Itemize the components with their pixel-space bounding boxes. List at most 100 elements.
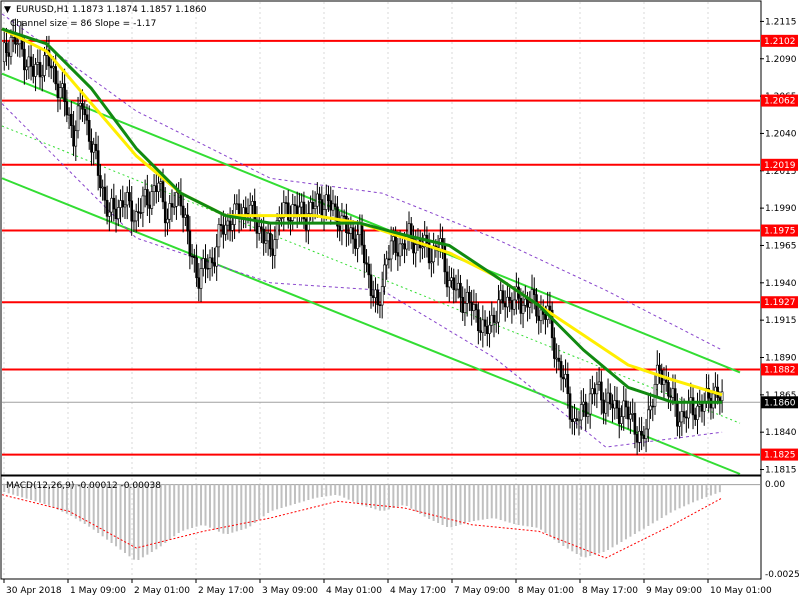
level-label-bg bbox=[761, 94, 798, 107]
macd-bar bbox=[423, 484, 426, 517]
candle-body bbox=[450, 277, 453, 281]
level-label-bg bbox=[761, 448, 798, 461]
price-tick-label: 1.2040 bbox=[765, 129, 797, 139]
candle-body bbox=[595, 383, 599, 395]
candle-body bbox=[193, 255, 196, 259]
candle-body bbox=[365, 262, 368, 265]
candle-body bbox=[150, 191, 154, 209]
candle-body bbox=[101, 186, 104, 189]
level-label-bg bbox=[761, 296, 798, 309]
price-tick-label: 1.1865 bbox=[765, 391, 797, 401]
candle-body bbox=[570, 418, 574, 422]
macd-bar bbox=[240, 484, 243, 530]
grid-lines bbox=[3, 2, 709, 578]
macd-bar bbox=[575, 484, 578, 554]
candle-body bbox=[311, 202, 315, 210]
candle-body bbox=[485, 326, 489, 334]
macd-bar bbox=[115, 484, 118, 547]
macd-bar bbox=[146, 484, 149, 555]
candle-body bbox=[427, 242, 431, 264]
candle-body bbox=[213, 262, 216, 267]
candle-body bbox=[678, 421, 681, 427]
macd-bar bbox=[531, 484, 534, 527]
macd-bar bbox=[674, 484, 677, 511]
candle-body bbox=[27, 56, 31, 68]
macd-bar bbox=[34, 484, 37, 502]
candle-body bbox=[56, 83, 60, 99]
candle-body bbox=[591, 388, 594, 395]
candle-body bbox=[662, 379, 666, 385]
symbol-triangle: ▼ bbox=[4, 5, 11, 15]
candle-body bbox=[492, 314, 496, 323]
candle-body bbox=[477, 309, 480, 332]
candle-body bbox=[608, 392, 612, 405]
candle-body bbox=[700, 404, 704, 412]
candle-body bbox=[481, 319, 485, 333]
candle-body bbox=[260, 226, 263, 230]
macd-bar bbox=[200, 484, 203, 526]
macd-bar bbox=[79, 484, 82, 522]
candle-body bbox=[116, 207, 120, 220]
macd-bar bbox=[97, 484, 100, 533]
macd-bar bbox=[159, 484, 162, 547]
candle-body bbox=[617, 407, 621, 424]
candle-body bbox=[396, 252, 400, 257]
candle-body bbox=[226, 220, 230, 226]
candle-body bbox=[354, 238, 357, 249]
candle-body bbox=[29, 56, 33, 67]
macd-bar bbox=[208, 484, 211, 528]
macd-bar bbox=[289, 484, 292, 506]
macd-bar bbox=[356, 484, 359, 504]
candle-body bbox=[85, 114, 89, 121]
macd-bar bbox=[235, 484, 238, 532]
macd-bar bbox=[602, 484, 605, 552]
macd-bar bbox=[30, 484, 33, 500]
candle-body bbox=[443, 244, 447, 273]
candle-body bbox=[503, 302, 507, 308]
candle-body bbox=[579, 404, 583, 421]
macd-bar bbox=[387, 484, 390, 510]
candle-body bbox=[588, 393, 592, 415]
macd-bar bbox=[432, 484, 435, 521]
candle-body bbox=[615, 400, 619, 409]
macd-bar bbox=[16, 484, 19, 496]
candle-body bbox=[649, 405, 652, 411]
candle-body bbox=[378, 304, 382, 306]
candle-body bbox=[70, 113, 73, 127]
candle-body bbox=[7, 52, 11, 57]
candle-body bbox=[215, 246, 218, 267]
candle-body bbox=[461, 296, 464, 313]
candle-body bbox=[83, 108, 87, 116]
candle-body bbox=[600, 381, 603, 401]
candle-body bbox=[548, 305, 552, 311]
candle-body bbox=[624, 400, 628, 408]
macd-bar bbox=[191, 484, 194, 528]
macd-bar bbox=[557, 484, 560, 543]
candle-body bbox=[278, 217, 281, 221]
macd-bar bbox=[539, 484, 542, 530]
macd-bar bbox=[195, 484, 198, 527]
macd-bar bbox=[522, 484, 525, 526]
macd-tick-zero: 0.00 bbox=[765, 480, 785, 490]
candle-body bbox=[251, 201, 254, 206]
candle-body bbox=[490, 314, 494, 326]
candle-body bbox=[141, 195, 145, 213]
ma-slow-line bbox=[1, 27, 723, 404]
candle-body bbox=[510, 300, 514, 310]
macd-bar bbox=[52, 484, 55, 508]
macd-bar bbox=[446, 484, 449, 527]
candle-body bbox=[210, 257, 214, 263]
macd-bar bbox=[137, 484, 140, 560]
macd-bar bbox=[128, 484, 131, 557]
candle-body bbox=[333, 203, 337, 208]
macd-bar bbox=[173, 484, 176, 537]
candle-body bbox=[134, 211, 138, 222]
candle-body bbox=[52, 66, 55, 69]
candle-body bbox=[409, 223, 413, 239]
macd-bar bbox=[629, 484, 632, 537]
candle-body bbox=[228, 220, 232, 231]
macd-bar bbox=[624, 484, 627, 540]
macd-bar bbox=[92, 484, 95, 530]
candle-body bbox=[374, 289, 377, 298]
